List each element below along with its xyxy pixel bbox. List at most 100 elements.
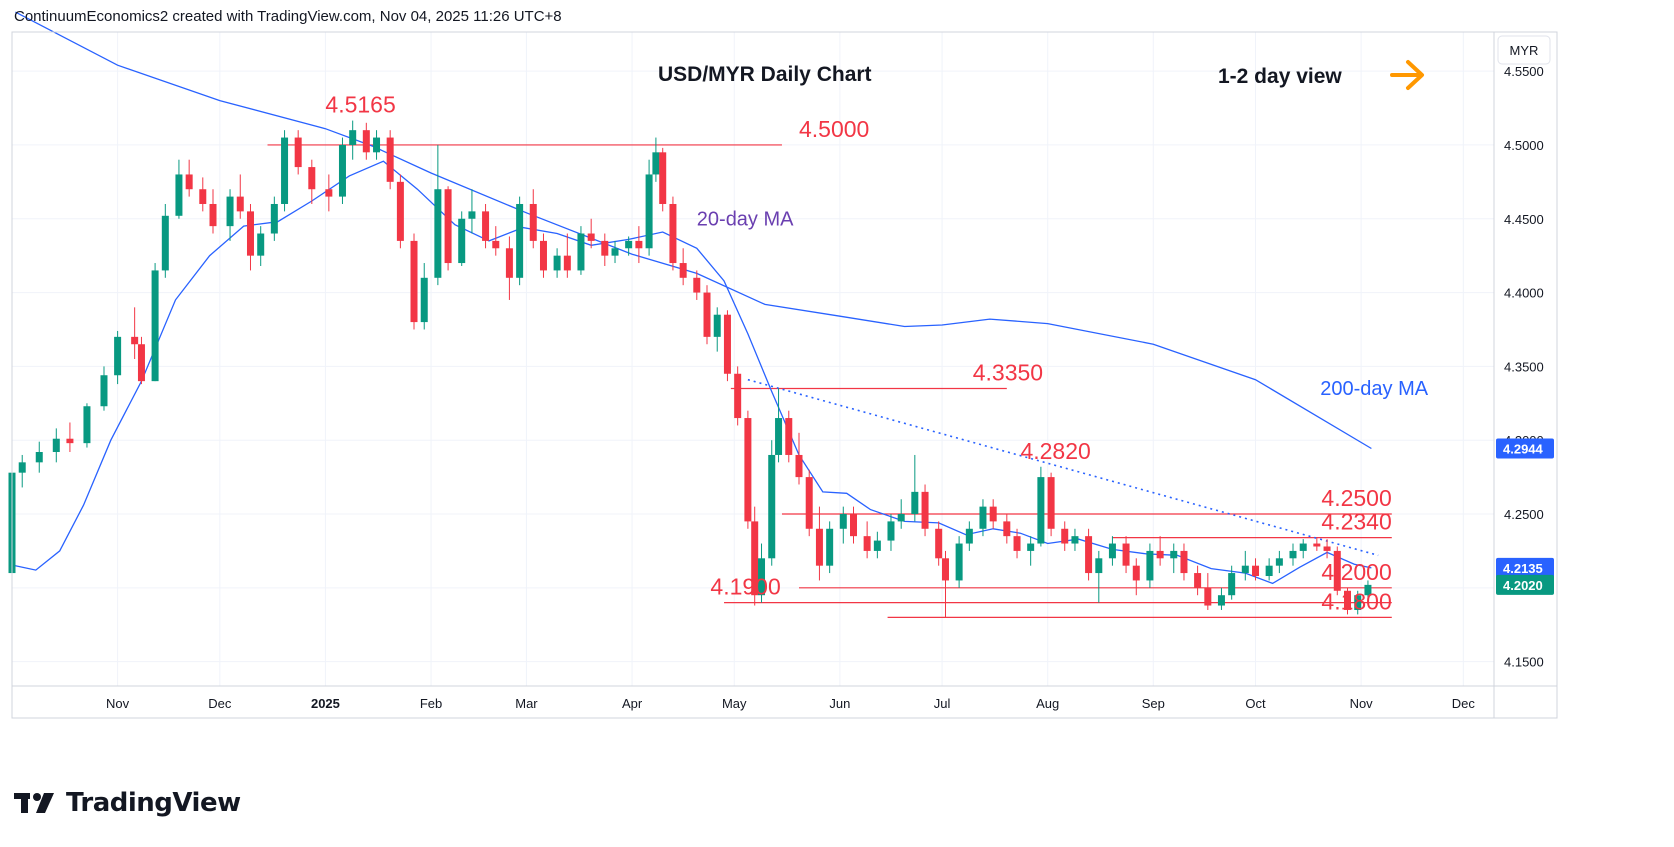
candle <box>758 543 766 603</box>
candle-body <box>625 240 633 249</box>
candle <box>1122 536 1130 574</box>
candle <box>713 307 721 352</box>
candle-body <box>66 438 74 444</box>
candle <box>1252 558 1260 581</box>
candle <box>386 130 394 190</box>
candle <box>935 521 943 566</box>
candle-body <box>751 521 759 596</box>
candle-body <box>396 181 404 241</box>
candle <box>137 336 145 385</box>
candle-body <box>362 130 370 153</box>
candle-body <box>1204 587 1212 606</box>
x-tick-label: Dec <box>1452 696 1476 711</box>
tradingview-logo[interactable]: TradingView <box>14 788 241 818</box>
candle-body <box>1299 543 1307 551</box>
candle <box>1333 546 1341 596</box>
price-badge-label: 4.2944 <box>1503 441 1544 456</box>
candle-body <box>850 514 858 537</box>
candle-body <box>577 233 585 271</box>
grid-lines <box>12 32 1494 686</box>
level-label: 4.2000 <box>1321 559 1391 585</box>
candle <box>850 506 858 544</box>
candle-body <box>1333 550 1341 591</box>
candle-body <box>1265 565 1273 577</box>
arrow-head <box>1406 60 1424 90</box>
candle <box>1265 558 1273 581</box>
candle <box>338 137 346 204</box>
candle <box>1047 472 1055 537</box>
candle-body <box>114 336 122 376</box>
candle-body <box>151 270 159 382</box>
y-tick-label: 4.5000 <box>1504 138 1544 153</box>
candle-body <box>897 514 905 522</box>
candle <box>897 499 905 529</box>
candle <box>1071 528 1079 551</box>
candle-body <box>679 263 687 278</box>
level-label: 4.2500 <box>1321 485 1391 511</box>
candle-body <box>18 462 26 473</box>
x-tick-label: Feb <box>420 696 442 711</box>
x-tick-label: Sep <box>1142 696 1165 711</box>
candle <box>1156 536 1164 566</box>
price-badge <box>1496 557 1554 578</box>
level-label: 4.2820 <box>1020 438 1090 464</box>
candle-body <box>505 248 513 278</box>
candle-body <box>137 344 145 382</box>
candle-body <box>434 189 442 278</box>
candle <box>563 233 571 278</box>
candle-body <box>52 438 60 453</box>
x-tick-label: Apr <box>622 696 643 711</box>
candle <box>1204 573 1212 610</box>
candle <box>768 440 776 566</box>
candle-body <box>236 196 244 212</box>
candle-body <box>911 491 919 515</box>
candle <box>955 536 963 588</box>
candle-body <box>1217 595 1225 606</box>
candle-body <box>1027 543 1035 551</box>
candle-body <box>209 203 217 227</box>
candle-body <box>652 152 660 175</box>
candle <box>921 484 929 537</box>
candle-body <box>669 203 677 264</box>
candle <box>553 248 561 278</box>
ma-200-label: 200-day MA <box>1320 378 1428 400</box>
x-tick-label: Dec <box>208 696 232 711</box>
candle <box>887 514 895 551</box>
candle <box>751 506 759 606</box>
candle <box>815 506 823 581</box>
candle <box>601 233 609 266</box>
candle <box>270 196 278 241</box>
candle <box>257 226 265 266</box>
candle <box>362 122 370 160</box>
candle <box>1132 558 1140 596</box>
candle <box>66 422 74 453</box>
axes: 4.55004.50004.45004.40004.35004.30004.25… <box>11 31 1558 719</box>
candle-body <box>1241 565 1249 574</box>
candle <box>396 174 404 249</box>
candle <box>577 226 585 275</box>
candle-body <box>1170 550 1178 559</box>
x-tick-label: 2025 <box>311 696 340 711</box>
candle-body <box>257 233 265 256</box>
candle <box>1275 550 1283 574</box>
candle-body <box>795 454 803 478</box>
price-badge <box>1496 574 1554 595</box>
candle-body <box>161 215 169 271</box>
candle-body <box>758 558 766 596</box>
y-tick-label: 4.3500 <box>1504 359 1544 374</box>
x-tick-label: Nov <box>106 696 130 711</box>
candle-body <box>1061 528 1069 544</box>
ma-20-line <box>15 160 1372 585</box>
candle-body <box>1122 543 1130 566</box>
level-label: 4.5000 <box>799 116 869 142</box>
candle-body <box>553 255 561 271</box>
candle-body <box>863 536 871 551</box>
currency-badge-label: MYR <box>1510 43 1539 58</box>
candle <box>308 159 316 204</box>
candle <box>444 186 452 271</box>
candle <box>611 240 619 264</box>
tradingview-logo-icon <box>14 793 54 813</box>
candle-body <box>175 174 183 216</box>
